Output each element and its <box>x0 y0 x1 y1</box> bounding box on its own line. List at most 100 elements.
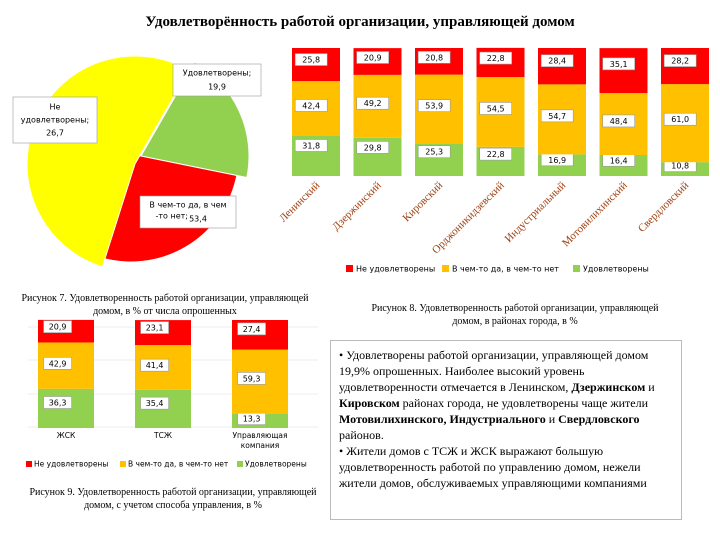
legend-label: Удовлетворены <box>583 265 649 274</box>
pie-slice-label: В чем-то да, в чем <box>149 201 226 210</box>
bar-value-box <box>479 147 513 161</box>
bar-value-label: 20,9 <box>49 323 67 332</box>
bar-value-box <box>43 396 72 409</box>
bar-value-box <box>602 114 636 128</box>
category-label: Кировский <box>401 179 446 224</box>
bar-value-label: 35,1 <box>610 60 628 69</box>
category-label: компания <box>241 441 280 450</box>
figure-9-caption: Рисунок 9. Удовлетворенность работой орг… <box>29 487 317 511</box>
category-label: Ленинский <box>277 179 322 224</box>
figure-8-caption: Рисунок 8. Удовлетворенность работой орг… <box>371 303 659 327</box>
legend-label: Удовлетворены <box>245 460 307 469</box>
category-label: ТСЖ <box>153 431 172 440</box>
pie-value-label: 19,9 <box>208 83 226 92</box>
legend-swatch <box>442 265 449 272</box>
bar-value-label: 42,9 <box>49 359 67 368</box>
category-label: Мотовилихинский <box>560 179 630 249</box>
legend-swatch <box>237 461 243 467</box>
summary-text: • Удовлетворены работой организации, упр… <box>339 348 649 394</box>
bar-value-label: 16,4 <box>610 156 628 165</box>
legend-label: Не удовлетворены <box>34 460 108 469</box>
legend-swatch <box>120 461 126 467</box>
bar-value-label: 31,8 <box>302 141 320 150</box>
figure-7-caption: Рисунок 7. Удовлетворенность работой орг… <box>21 293 309 317</box>
legend-swatch <box>346 265 353 272</box>
bar-value-box <box>140 396 169 410</box>
page-title: Удовлетворённость работой организации, у… <box>145 14 575 30</box>
bar-value-box <box>294 53 328 66</box>
pie-label-box <box>139 195 237 229</box>
bar-value-label: 41,4 <box>146 361 164 370</box>
bar-value-label: 16,9 <box>548 156 566 165</box>
bar-value-label: 28,2 <box>671 57 689 66</box>
bar-value-box <box>417 145 451 159</box>
bar-value-box <box>356 141 390 154</box>
summary-bold: Мотовилихинского, Индустриального <box>339 412 546 426</box>
category-label: Управляющая <box>232 431 287 440</box>
summary-text: районах города, не удовлетворены чаще жи… <box>399 396 649 410</box>
bar-value-label: 22,8 <box>487 150 505 159</box>
summary-bold: Свердловского <box>558 412 640 426</box>
pie-slice-label: удовлетворены; <box>21 116 89 125</box>
bar-value-label: 53,9 <box>425 102 443 111</box>
bar-value-label: 35,4 <box>146 399 164 408</box>
bar-value-label: 61,0 <box>671 115 689 124</box>
bar-value-label: 27,4 <box>243 325 261 334</box>
bar-value-label: 20,9 <box>364 53 382 62</box>
bar-value-label: 49,2 <box>364 99 382 108</box>
bar-value-label: 36,3 <box>49 399 67 408</box>
summary-paragraph-1: • Удовлетворены работой организации, упр… <box>339 347 675 443</box>
bar-value-box <box>602 57 636 71</box>
bar-value-label: 42,4 <box>302 101 320 110</box>
bar-value-box <box>294 139 328 152</box>
bar-value-label: 10,8 <box>671 162 689 171</box>
bar-value-box <box>479 51 513 65</box>
bar-value-box <box>43 320 72 333</box>
pie-label-box <box>12 96 98 144</box>
bar-value-box <box>237 322 266 336</box>
bar-value-box <box>540 54 574 68</box>
legend-label: В чем-то да, в чем-то нет <box>452 265 559 274</box>
summary-text-box: • Удовлетворены работой организации, упр… <box>330 340 682 520</box>
bar-value-label: 25,8 <box>302 56 320 65</box>
bar-value-box <box>417 99 451 112</box>
summary-bold: Кировском <box>339 396 400 410</box>
category-label: Свердловский <box>636 179 692 235</box>
bar-value-box <box>356 96 390 110</box>
pie-slice-label: Не <box>50 103 61 112</box>
bar-value-box <box>140 358 169 372</box>
summary-text: и <box>645 380 655 394</box>
bar-value-box <box>663 54 697 67</box>
bar-value-box <box>140 321 169 334</box>
bar-value-box <box>663 112 697 126</box>
bar-value-label: 59,3 <box>243 374 261 383</box>
pie-value-label: 26,7 <box>46 129 64 138</box>
pie-slice-label: -то нет; <box>156 212 189 221</box>
category-label: Индустриальный <box>503 179 569 245</box>
bar-value-label: 28,4 <box>548 57 566 66</box>
bar-value-label: 54,5 <box>487 104 505 113</box>
bar-value-box <box>43 357 72 370</box>
bar-value-label: 20,8 <box>425 53 443 62</box>
summary-bold: Дзержинском <box>571 380 646 394</box>
bar-value-box <box>237 372 266 385</box>
bar-value-label: 48,4 <box>610 117 628 126</box>
summary-text: и <box>545 412 559 426</box>
pie-label-box <box>172 63 262 97</box>
bar-value-label: 25,3 <box>425 148 443 157</box>
legend-label: Не удовлетворены <box>356 265 435 274</box>
bar-value-label: 22,8 <box>487 54 505 63</box>
bar-value-label: 13,3 <box>243 415 261 424</box>
bar-value-box <box>356 51 390 64</box>
bar-value-box <box>417 51 451 64</box>
legend-swatch <box>573 265 580 272</box>
bar-value-box <box>540 109 574 123</box>
bar-value-label: 54,7 <box>548 112 566 121</box>
summary-paragraph-2: • Жители домов с ТСЖ и ЖСК выражают боль… <box>339 444 647 490</box>
bar-value-label: 29,8 <box>364 143 382 152</box>
bar-segment-unsatisfied <box>599 48 648 94</box>
summary-text: районов. <box>339 428 384 442</box>
legend-label: В чем-то да, в чем-то нет <box>128 460 229 469</box>
category-label: ЖСК <box>57 431 76 440</box>
